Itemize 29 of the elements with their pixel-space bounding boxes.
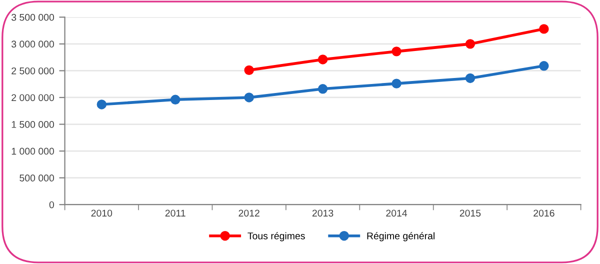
point bbox=[392, 78, 402, 88]
point bbox=[244, 92, 254, 102]
x-tick-label: 2012 bbox=[238, 210, 260, 217]
x-tick-label: 2015 bbox=[460, 210, 481, 217]
point bbox=[96, 100, 107, 110]
x-tick-label: 2010 bbox=[91, 210, 112, 217]
point bbox=[465, 39, 476, 49]
legend-label: Tous régimes bbox=[248, 232, 305, 242]
x-tick-label: 2014 bbox=[386, 210, 408, 217]
y-tick-label: 1 000 000 bbox=[12, 148, 54, 155]
y-tick-label: 2 000 000 bbox=[12, 94, 54, 102]
y-tick-label: 3 500 000 bbox=[12, 14, 54, 21]
point bbox=[539, 61, 549, 71]
point bbox=[244, 65, 254, 76]
x-tick-label: 2013 bbox=[312, 210, 334, 217]
y-tick-label: 3 000 000 bbox=[12, 40, 54, 48]
point bbox=[170, 94, 180, 104]
x-tick-label: 2011 bbox=[165, 210, 186, 217]
y-tick-label: 0 bbox=[49, 201, 54, 208]
legend-label: Régime général bbox=[367, 232, 434, 242]
y-tick-label: 2 500 000 bbox=[12, 67, 54, 74]
point bbox=[392, 46, 402, 56]
point bbox=[465, 73, 476, 84]
y-tick-label: 1 500 000 bbox=[12, 121, 54, 128]
y-tick-label: 500 000 bbox=[20, 174, 54, 182]
point bbox=[318, 54, 328, 64]
point bbox=[318, 84, 328, 94]
x-tick-label: 2016 bbox=[534, 210, 554, 217]
point bbox=[539, 24, 549, 34]
